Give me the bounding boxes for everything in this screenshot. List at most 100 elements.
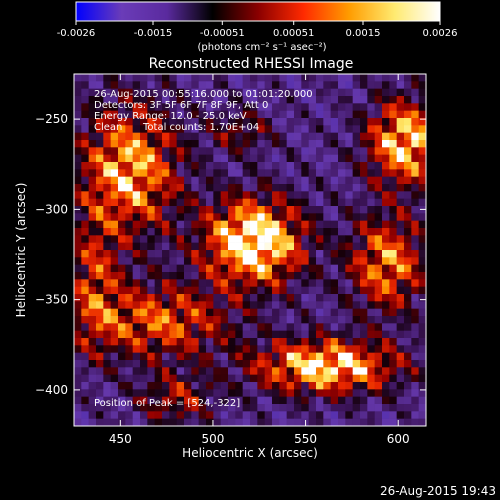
heatmap-cell	[360, 286, 368, 295]
heatmap-cell	[301, 352, 309, 361]
heatmap-cell	[228, 96, 236, 104]
heatmap-cell	[389, 374, 397, 383]
heatmap-cell	[154, 323, 163, 331]
heatmap-cell	[418, 308, 426, 317]
heatmap-cell	[316, 103, 324, 111]
heatmap-cell	[323, 279, 331, 287]
heatmap-cell	[220, 74, 229, 82]
heatmap-cell	[96, 389, 104, 397]
heatmap-cell	[411, 242, 419, 251]
heatmap-cell	[110, 206, 119, 214]
heatmap-cell	[132, 154, 141, 163]
heatmap-cell	[264, 382, 273, 390]
heatmap-cell	[418, 257, 426, 265]
heatmap-cell	[272, 360, 280, 368]
heatmap-cell	[279, 404, 287, 412]
heatmap-cell	[286, 330, 295, 339]
heatmap-cell	[184, 213, 192, 221]
heatmap-cell	[132, 316, 141, 324]
heatmap-cell	[294, 118, 302, 126]
heatmap-cell	[264, 330, 273, 339]
heatmap-cell	[125, 374, 133, 383]
heatmap-cell	[301, 169, 309, 177]
heatmap-cell	[235, 213, 243, 221]
heatmap-cell	[286, 323, 295, 331]
heatmap-cell	[220, 154, 229, 163]
heatmap-cell	[272, 220, 280, 229]
heatmap-cell	[81, 103, 89, 111]
heatmap-cell	[184, 118, 192, 126]
heatmap-cell	[301, 206, 309, 214]
heatmap-cell	[191, 198, 199, 207]
heatmap-cell	[404, 110, 412, 119]
heatmap-cell	[184, 125, 192, 133]
heatmap-cell	[352, 316, 361, 324]
heatmap-cell	[374, 264, 383, 273]
heatmap-cell	[96, 147, 104, 155]
heatmap-cell	[360, 264, 368, 273]
heatmap-cell	[323, 389, 331, 397]
heatmap-cell	[147, 162, 155, 170]
heatmap-cell	[118, 411, 126, 419]
heatmap-cell	[330, 418, 339, 426]
heatmap-cell	[118, 396, 126, 405]
heatmap-cell	[206, 272, 214, 280]
heatmap-cell	[360, 272, 368, 280]
heatmap-cell	[323, 96, 331, 104]
heatmap-cell	[176, 206, 185, 214]
heatmap-cell	[404, 198, 412, 207]
heatmap-cell	[110, 389, 119, 397]
heatmap-cell	[389, 198, 397, 207]
heatmap-cell	[279, 154, 287, 163]
heatmap-cell	[147, 154, 155, 163]
heatmap-cell	[279, 316, 287, 324]
heatmap-cell	[198, 323, 207, 331]
heatmap-cell	[279, 308, 287, 317]
heatmap-cell	[382, 81, 390, 89]
heatmap-cell	[88, 360, 97, 368]
heatmap-cell	[404, 286, 412, 295]
heatmap-cell	[352, 103, 361, 111]
heatmap-cell	[140, 264, 148, 273]
heatmap-cell	[118, 184, 126, 192]
heatmap-cell	[228, 301, 236, 309]
heatmap-cell	[147, 228, 155, 236]
heatmap-cell	[228, 264, 236, 273]
heatmap-cell	[74, 103, 82, 111]
heatmap-cell	[374, 338, 383, 346]
heatmap-cell	[184, 257, 192, 265]
heatmap-cell	[272, 367, 280, 375]
heatmap-cell	[147, 206, 155, 214]
heatmap-cell	[213, 323, 221, 331]
heatmap-cell	[132, 184, 141, 192]
heatmap-cell	[140, 389, 148, 397]
heatmap-cell	[228, 367, 236, 375]
heatmap-cell	[140, 220, 148, 229]
heatmap-cell	[198, 162, 207, 170]
heatmap-cell	[206, 316, 214, 324]
heatmap-cell	[264, 242, 273, 251]
heatmap-cell	[301, 242, 309, 251]
heatmap-cell	[162, 286, 170, 295]
heatmap-cell	[191, 147, 199, 155]
heatmap-cell	[374, 279, 383, 287]
heatmap-cell	[184, 169, 192, 177]
heatmap-cell	[374, 242, 383, 251]
heatmap-cell	[235, 374, 243, 383]
heatmap-cell	[411, 308, 419, 317]
heatmap-cell	[352, 169, 361, 177]
heatmap-cell	[220, 213, 229, 221]
heatmap-cell	[389, 367, 397, 375]
heatmap-cell	[118, 352, 126, 361]
heatmap-cell	[294, 396, 302, 405]
heatmap-cell	[242, 169, 251, 177]
heatmap-cell	[279, 96, 287, 104]
heatmap-cell	[286, 418, 295, 426]
heatmap-cell	[206, 206, 214, 214]
heatmap-cell	[316, 272, 324, 280]
heatmap-cell	[132, 360, 141, 368]
heatmap-cell	[411, 360, 419, 368]
heatmap-cell	[396, 374, 405, 383]
heatmap-cell	[184, 250, 192, 258]
heatmap-cell	[330, 191, 339, 199]
